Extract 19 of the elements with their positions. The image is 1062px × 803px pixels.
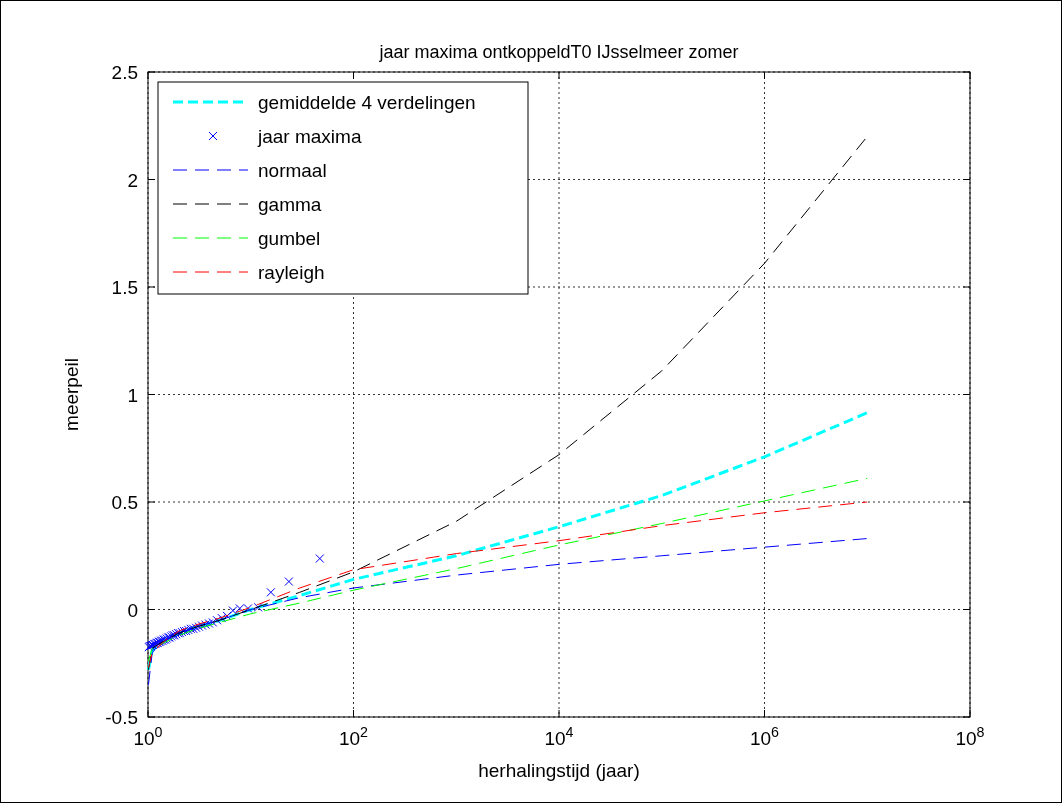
legend-label: jaar maxima (257, 126, 362, 147)
legend-label: rayleigh (258, 262, 325, 283)
y-tick-label: 1 (127, 384, 138, 406)
legend-label: gumbel (258, 228, 321, 249)
y-tick-label: 2.5 (111, 62, 138, 83)
x-tick-label: 10$^{2}$ (338, 724, 369, 749)
legend-label: gamma (258, 194, 322, 215)
x-tick-label: 10$^{6}$ (749, 724, 780, 749)
y-tick-label: 1.5 (111, 277, 138, 298)
x-tick-label: 10$^{8}$ (955, 724, 985, 749)
legend-label: normaal (258, 160, 327, 181)
y-tick-label: 0 (127, 599, 138, 621)
x-axis-title: herhalingstijd (jaar) (478, 760, 640, 781)
chart-title: jaar maxima ontkoppeldT0 IJsselmeer zomer (378, 42, 739, 62)
legend-label: gemiddelde 4 verdelingen (258, 92, 476, 113)
y-tick-label: 0.5 (111, 492, 138, 513)
y-axis-title: meerpeil (61, 358, 82, 431)
y-tick-label: 2 (127, 169, 138, 191)
x-tick-label: 10$^{4}$ (544, 724, 574, 749)
